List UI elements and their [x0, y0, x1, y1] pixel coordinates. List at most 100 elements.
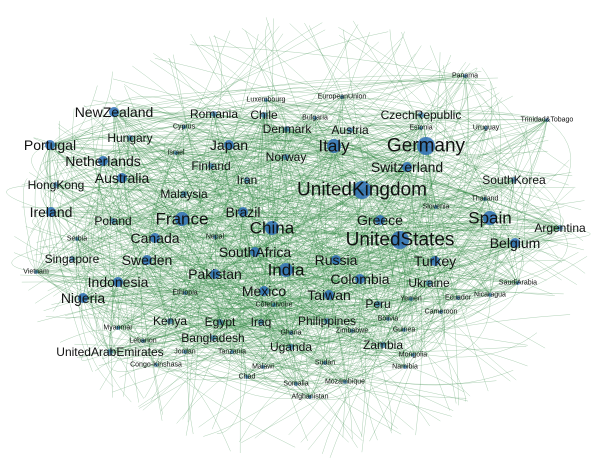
node-new-zealand	[109, 107, 119, 117]
node-zimbabwe	[350, 329, 354, 333]
node-iran	[244, 177, 250, 183]
node-label-brazil: Brazil	[225, 204, 260, 220]
node-myanmar	[116, 326, 120, 330]
node-bangladesh	[210, 335, 216, 341]
node-label-iraq: Iraq	[251, 315, 272, 329]
node-yemen	[409, 297, 413, 301]
node-switzerland	[402, 162, 412, 172]
node-label-singapore: Singapore	[45, 252, 100, 266]
node-label-guinea: Guinea	[393, 327, 416, 334]
node-estonia	[419, 126, 423, 130]
node-label-peru: Peru	[365, 297, 390, 311]
node-romania	[211, 111, 217, 117]
node-label-sweden: Sweden	[122, 252, 173, 268]
node-label-ireland: Ireland	[30, 204, 73, 220]
node-cameroon	[439, 310, 443, 314]
node-label-nicaragua: Nicaragua	[474, 292, 506, 299]
node-label-new-zealand: NewZealand	[75, 104, 154, 120]
node-greece	[375, 215, 385, 225]
node-panama	[463, 74, 467, 78]
node-label-myanmar: Myanmar	[103, 325, 133, 332]
node-label-austria: Austria	[331, 123, 369, 137]
node-label-panama: Panama	[452, 73, 478, 80]
node-malaysia	[181, 191, 187, 197]
node-label-romania: Romania	[190, 107, 238, 121]
node-france	[175, 212, 189, 226]
node-label-argentina: Argentina	[534, 221, 586, 235]
node-label-belgium: Belgium	[490, 235, 541, 251]
node-indonesia	[113, 277, 123, 287]
node-label-united-arab-emirates: UnitedArabEmirates	[56, 345, 163, 359]
node-united-arab-emirates	[107, 349, 113, 355]
node-pakistan	[210, 269, 220, 279]
node-label-bulgaria: Bulgaria	[302, 115, 328, 122]
node-label-switzerland: Switzerland	[371, 159, 443, 175]
node-hong-kong	[53, 182, 59, 188]
node-label-china: China	[250, 219, 295, 238]
node-label-germany: Germany	[387, 136, 466, 157]
node-label-australia: Australia	[95, 170, 150, 186]
node-colombia	[355, 274, 365, 284]
edge-layer	[6, 17, 591, 458]
node-label-tanzania: Tanzania	[218, 349, 246, 356]
node-bulgaria	[313, 116, 317, 120]
node-congo-kinshasa	[154, 363, 158, 367]
node-label-chile: Chile	[250, 108, 278, 122]
node-label-india: India	[268, 261, 305, 280]
node-belgium	[510, 238, 520, 248]
node-ethiopia	[183, 291, 187, 295]
node-label-malaysia: Malaysia	[160, 187, 208, 201]
node-malawi	[261, 365, 265, 369]
node-label-israel: Israel	[167, 150, 185, 157]
node-argentina	[557, 225, 563, 231]
node-label-netherlands: Netherlands	[65, 153, 141, 169]
node-luxembourg	[264, 98, 268, 102]
node-label-hong-kong: HongKong	[28, 178, 85, 192]
node-label-spain: Spain	[468, 209, 511, 228]
node-australia	[117, 173, 127, 183]
node-egypt	[217, 319, 223, 325]
node-lebanon	[141, 339, 145, 343]
node-spain	[483, 211, 497, 225]
node-chile	[261, 112, 267, 118]
node-namibia	[403, 365, 407, 369]
node-label-sudan: Sudan	[315, 360, 335, 367]
node-norway	[283, 154, 289, 160]
node-zambia	[380, 342, 386, 348]
node-turkey	[430, 256, 440, 266]
node-united-kingdom	[353, 181, 371, 199]
node-label-slovenia: Slovenia	[423, 204, 450, 211]
node-label-ecuador: Ecuador	[445, 295, 472, 302]
node-label-united-states: UnitedStates	[346, 230, 455, 251]
node-finland	[208, 163, 214, 169]
node-jordan	[183, 350, 187, 354]
node-hungary	[127, 135, 133, 141]
node-label-taiwan: Taiwan	[307, 287, 351, 303]
node-guinea	[402, 328, 406, 332]
node-philippines	[324, 318, 330, 324]
node-label-ghana: Ghana	[280, 330, 301, 337]
node-label-finland: Finland	[191, 159, 230, 173]
node-label-japan: Japan	[210, 137, 248, 153]
node-cyprus	[182, 125, 186, 129]
node-label-mozambique: Mozambique	[325, 379, 365, 386]
node-united-states	[391, 231, 409, 249]
node-label-mexico: Mexico	[242, 283, 287, 299]
node-ghana	[289, 331, 293, 335]
node-label-czech-republic: CzechRepublic	[381, 108, 462, 122]
node-label-philippines: Philippines	[298, 314, 356, 328]
node-israel	[174, 151, 178, 155]
node-afghanistan	[308, 395, 312, 399]
node-label-cyprus: Cyprus	[173, 124, 196, 131]
node-label-cote-divoire: CôteDIvoire	[256, 302, 293, 309]
node-japan	[224, 140, 234, 150]
node-saudi-arabia	[516, 281, 520, 285]
node-bolivia	[386, 317, 390, 321]
node-label-italy: Italy	[318, 137, 350, 156]
node-label-somalia: Somalia	[283, 381, 308, 388]
node-label-ethiopia: Ethiopia	[172, 290, 197, 297]
node-russia	[331, 255, 341, 265]
node-label-colombia: Colombia	[330, 271, 389, 287]
node-cote-divoire	[272, 303, 276, 307]
node-label-estonia: Estonia	[409, 125, 432, 132]
